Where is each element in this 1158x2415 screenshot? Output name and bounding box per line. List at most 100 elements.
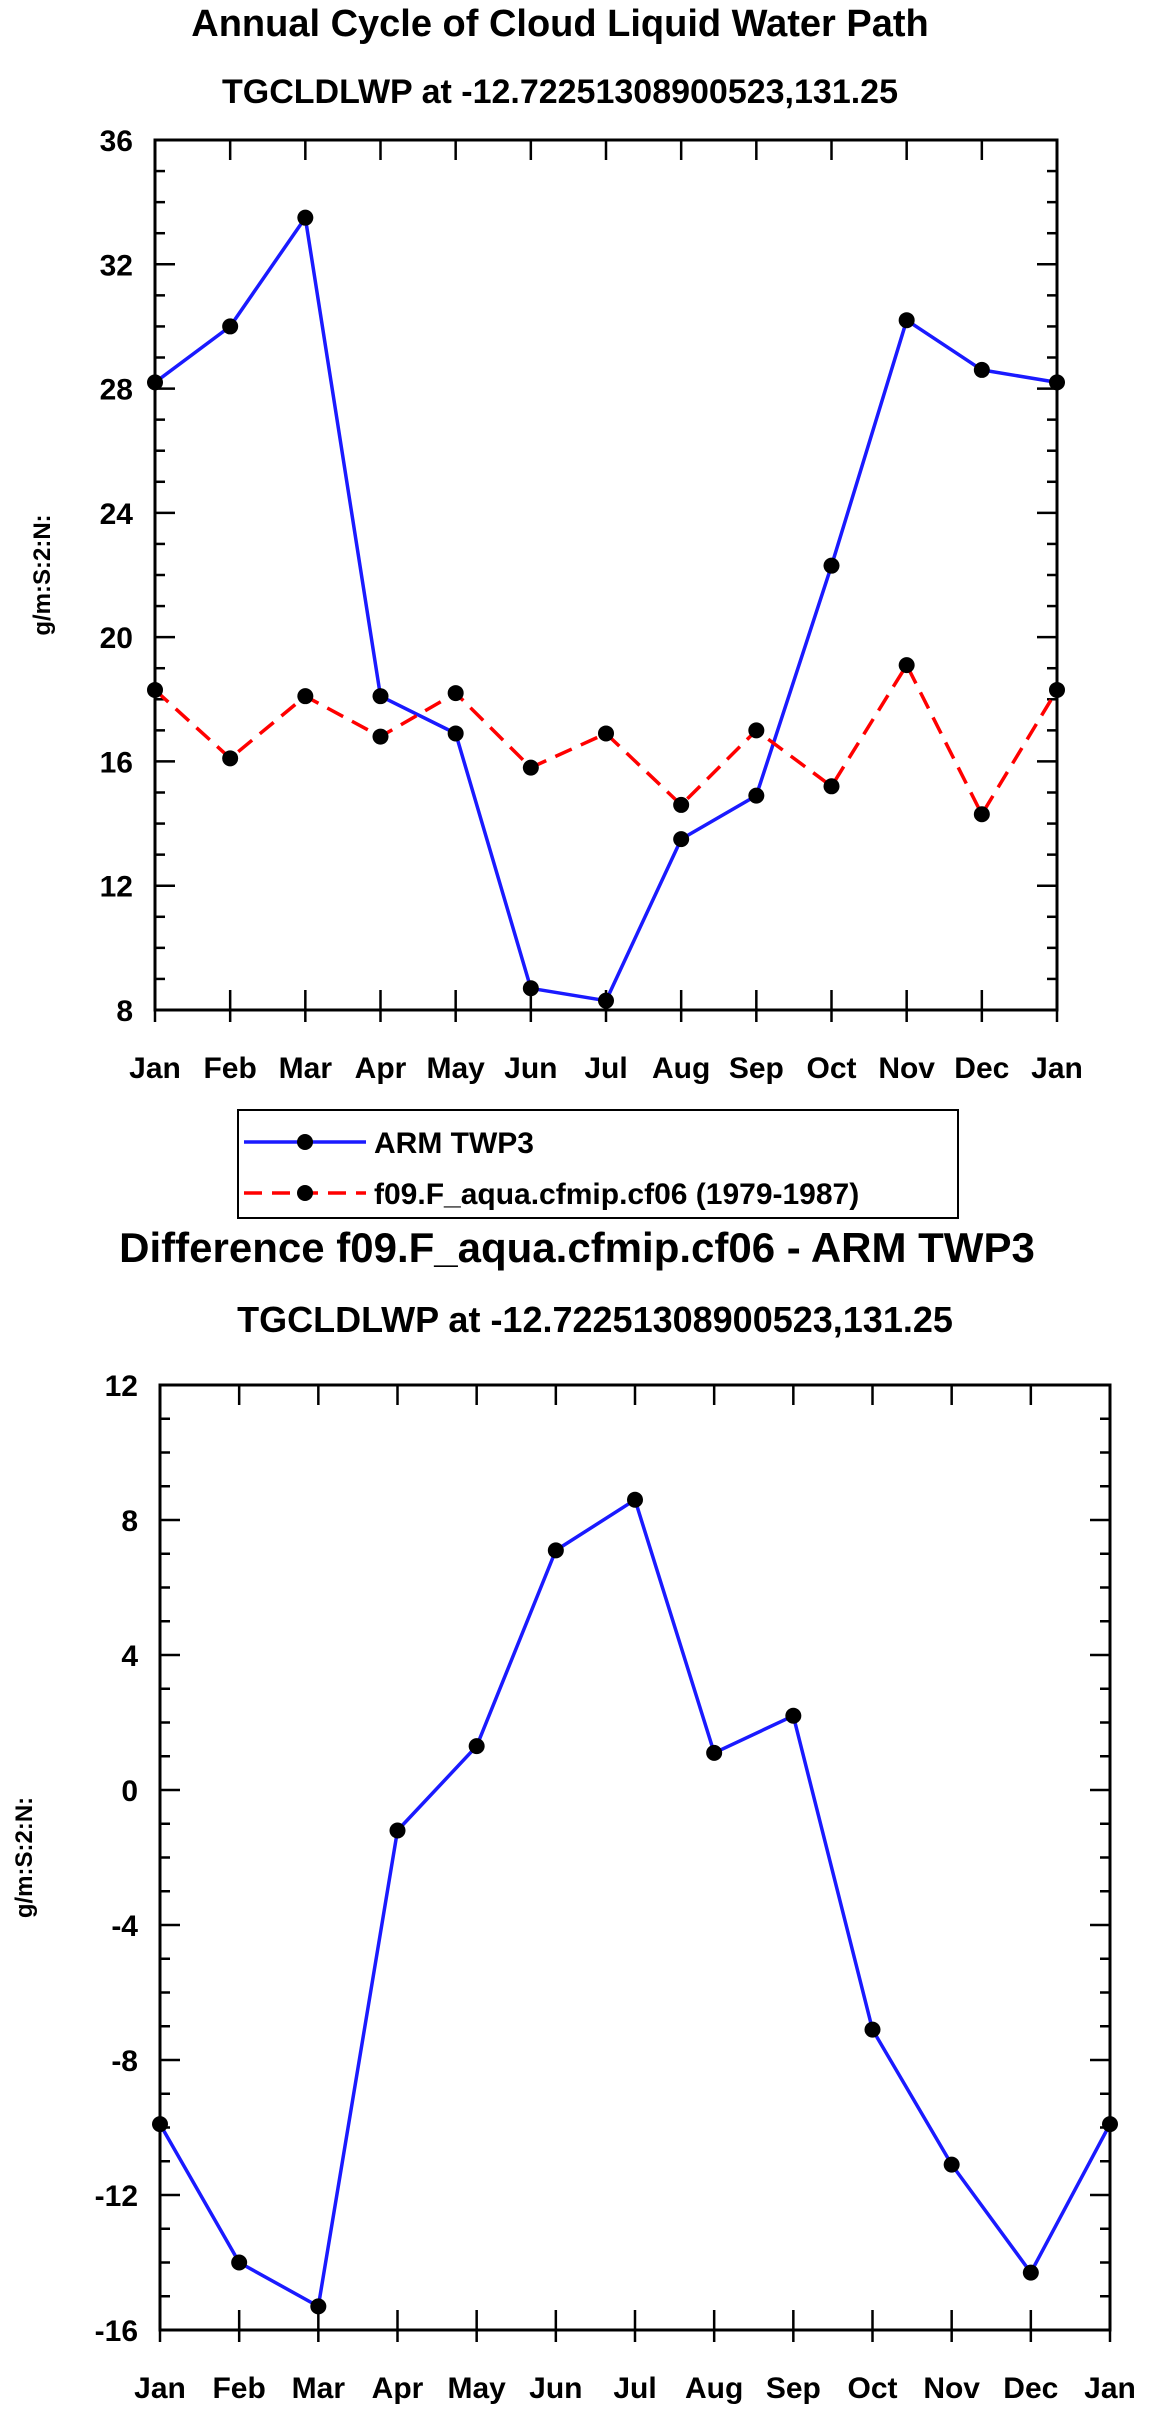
data-point (748, 722, 765, 739)
data-point (1049, 374, 1065, 391)
y-tick-label: 4 (121, 1640, 138, 1673)
plot-frame (153, 138, 1059, 1012)
x-tick-label: Mar (292, 2372, 346, 2405)
chart-2: Difference f09.F_aqua.cfmip.cf06 - ARM T… (11, 1224, 1136, 2405)
x-tick-label: Nov (878, 1052, 935, 1085)
data-point (447, 685, 464, 702)
data-point (673, 831, 690, 848)
x-tick-label: Oct (806, 1052, 856, 1085)
data-point (297, 209, 314, 226)
y-tick-label: -4 (111, 1910, 138, 1943)
chart-subtitle: TGCLDLWP at -12.72251308900523,131.25 (237, 1299, 953, 1340)
x-tick-label: Dec (1003, 2372, 1058, 2405)
x-tick-label: Oct (847, 2372, 897, 2405)
series-line (158, 1498, 1112, 2309)
data-point (522, 759, 539, 776)
y-tick-label: 12 (105, 1370, 138, 1403)
data-point (598, 992, 614, 1009)
y-tick-label: 20 (100, 622, 133, 655)
y-tick-label: 12 (100, 871, 133, 904)
x-tick-label: Sep (729, 1052, 784, 1085)
x-tick-label: Apr (372, 2372, 424, 2405)
x-tick-label: Jul (584, 1052, 627, 1085)
data-point (785, 1707, 802, 1724)
y-tick-label: -12 (95, 2180, 138, 2213)
data-point (222, 750, 239, 767)
data-point (447, 725, 464, 742)
x-tick-label: Jul (613, 2372, 656, 2405)
data-point (823, 778, 840, 795)
data-point (231, 2254, 248, 2271)
data-point (673, 796, 690, 813)
data-point (1049, 681, 1065, 698)
series-1 (152, 1491, 1118, 2315)
legend-box (237, 1109, 959, 1219)
data-point (222, 318, 239, 335)
x-tick-label: Sep (766, 2372, 821, 2405)
series-2 (147, 657, 1065, 823)
y-axis-label: g/m:S:2:N: (29, 514, 56, 635)
chart-title: Annual Cycle of Cloud Liquid Water Path (191, 3, 929, 45)
data-point (706, 1744, 723, 1761)
data-point (147, 681, 163, 698)
data-point (310, 2298, 327, 2315)
x-tick-label: Feb (203, 1052, 256, 1085)
x-tick-label: Dec (954, 1052, 1009, 1085)
chart-1: Annual Cycle of Cloud Liquid Water Path T… (29, 3, 1083, 1219)
data-point (823, 557, 840, 574)
data-point (152, 2116, 168, 2133)
chart-subtitle: TGCLDLWP at -12.72251308900523,131.25 (222, 73, 898, 111)
data-point (943, 2156, 960, 2173)
data-point (372, 688, 389, 705)
series-1 (147, 209, 1065, 1009)
data-point (898, 312, 915, 329)
x-tick-label: Jan (134, 2372, 186, 2405)
y-tick-label: 36 (100, 125, 133, 158)
y-tick-label: 8 (121, 1505, 138, 1538)
data-point (598, 725, 614, 742)
data-point (748, 787, 765, 804)
y-axis-label: g/m:S:2:N: (11, 1797, 38, 1918)
data-point (973, 806, 990, 823)
x-tick-label: Jun (504, 1052, 557, 1085)
x-tick-label: Aug (685, 2372, 743, 2405)
y-tick-label: 16 (100, 746, 133, 779)
y-tick-label: 0 (121, 1775, 138, 1808)
x-tick-label: Apr (355, 1052, 407, 1085)
data-point (973, 361, 990, 378)
data-point (147, 374, 163, 391)
x-tick-label: Jun (529, 2372, 582, 2405)
legend-marker (297, 1185, 313, 1201)
legend: ARM TWP3 f09.F_aqua.cfmip.cf06 (1979-1987… (237, 1109, 959, 1219)
data-point (297, 688, 314, 705)
x-tick-label: Aug (652, 1052, 710, 1085)
legend-label: ARM TWP3 (374, 1127, 534, 1160)
y-tick-label: 32 (100, 249, 133, 282)
chart-title: Difference f09.F_aqua.cfmip.cf06 - ARM T… (119, 1224, 1035, 1271)
data-point (389, 1822, 406, 1839)
x-tick-label: Jan (1084, 2372, 1136, 2405)
x-tick-label: May (426, 1052, 485, 1085)
x-tick-label: Feb (212, 2372, 265, 2405)
x-tick-label: Jan (129, 1052, 181, 1085)
data-point (864, 2021, 881, 2038)
data-point (372, 728, 389, 745)
y-tick-label: 28 (100, 374, 133, 407)
x-tick-label: May (447, 2372, 506, 2405)
legend-label: f09.F_aqua.cfmip.cf06 (1979-1987) (374, 1178, 859, 1211)
data-point (547, 1542, 564, 1559)
legend-marker (297, 1134, 313, 1150)
y-tick-label: 24 (100, 498, 134, 531)
x-tick-label: Jan (1031, 1052, 1083, 1085)
data-point (1102, 2116, 1118, 2133)
data-point (898, 657, 915, 674)
y-tick-label: -16 (95, 2315, 138, 2348)
data-point (522, 980, 539, 997)
y-tick-label: -8 (111, 2045, 138, 2078)
series-line (153, 215, 1058, 1003)
data-point (1022, 2264, 1039, 2281)
data-point (627, 1491, 643, 1508)
data-point (468, 1738, 485, 1755)
x-tick-label: Mar (279, 1052, 333, 1085)
